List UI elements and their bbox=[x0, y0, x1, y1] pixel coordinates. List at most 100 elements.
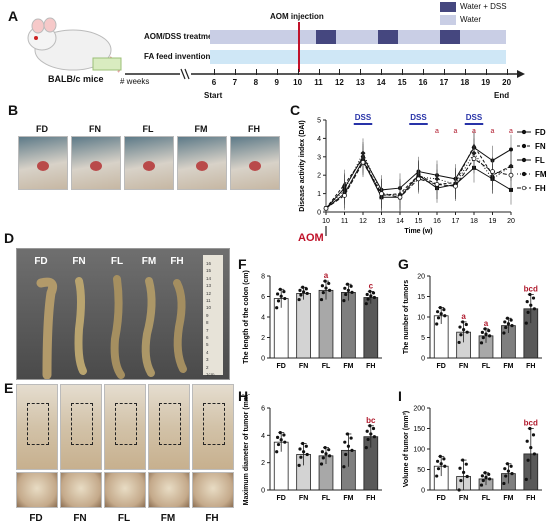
data-dot bbox=[458, 466, 462, 470]
colon-open-photo bbox=[192, 384, 234, 470]
y-tick-label: 2 bbox=[317, 173, 321, 180]
data-dot bbox=[443, 464, 447, 468]
data-dot bbox=[327, 448, 331, 452]
data-dot bbox=[505, 462, 510, 466]
mouse-group-label: FN bbox=[89, 124, 101, 134]
week-tick bbox=[443, 69, 445, 75]
legend-water-dss-label: Water + DSS bbox=[460, 2, 507, 11]
week-tick bbox=[276, 69, 278, 75]
tumor-closeup-photo bbox=[148, 472, 190, 508]
data-point bbox=[490, 169, 495, 174]
y-tick-label: 50 bbox=[417, 467, 425, 474]
data-dot bbox=[279, 438, 283, 442]
feed-bar bbox=[210, 50, 506, 64]
data-dot bbox=[321, 456, 325, 460]
ruler-mark-label: 3 bbox=[206, 357, 209, 363]
tumor-group-label: FM bbox=[160, 513, 176, 524]
ruler-mark-label: 16 bbox=[206, 261, 212, 266]
aom-injection-line bbox=[298, 22, 300, 72]
tumor-region-box bbox=[159, 403, 181, 445]
data-dot bbox=[483, 471, 487, 475]
data-dot bbox=[503, 320, 507, 324]
y-tick-label: 3 bbox=[317, 154, 321, 161]
data-dot bbox=[365, 429, 369, 433]
colon-group-label: FL bbox=[110, 256, 124, 267]
data-dot bbox=[321, 291, 325, 295]
ruler-mark-label: 8 bbox=[206, 320, 209, 326]
data-dot bbox=[438, 454, 442, 458]
data-dot bbox=[488, 477, 492, 481]
legend-marker bbox=[521, 171, 527, 177]
data-dot bbox=[481, 336, 485, 340]
colon-photo bbox=[16, 248, 230, 380]
dss-block-3 bbox=[440, 30, 460, 44]
panel-letter-i: I bbox=[398, 388, 402, 404]
data-dot bbox=[372, 295, 376, 300]
start-label: Start bbox=[204, 91, 223, 100]
data-dot bbox=[526, 310, 530, 314]
colon-open-photo bbox=[16, 384, 58, 470]
week-tick-label: 14 bbox=[376, 78, 386, 87]
bar bbox=[363, 297, 379, 359]
legend-label: FD bbox=[535, 128, 546, 137]
data-dot bbox=[344, 292, 348, 297]
ruler-mark-label: 7 bbox=[206, 327, 209, 333]
data-dot bbox=[349, 284, 353, 288]
week-tick bbox=[506, 69, 508, 75]
mouse-photo bbox=[230, 136, 280, 190]
data-dot bbox=[464, 322, 468, 327]
data-dot bbox=[350, 448, 354, 452]
tumor-closeup-photo bbox=[192, 472, 234, 508]
data-dot bbox=[457, 488, 461, 492]
week-tick-label: 20 bbox=[502, 78, 512, 87]
y-tick-label: 20 bbox=[417, 274, 425, 281]
tumor-number-bar-chart: 0 5 10 15 20 The number of tumors FD FN a FL a FM FH… bbox=[403, 274, 542, 370]
week-tick bbox=[381, 69, 383, 75]
data-dot bbox=[502, 481, 506, 486]
x-tick-label: FM bbox=[343, 495, 353, 502]
y-axis-label: The length of the colon (cm) bbox=[243, 270, 250, 364]
data-dot bbox=[458, 325, 462, 329]
x-tick-label: 15 bbox=[415, 218, 423, 225]
y-tick-label: 2 bbox=[261, 460, 265, 467]
x-tick-label: FN bbox=[299, 363, 308, 370]
anal-region bbox=[37, 161, 49, 171]
legend-water-dss-swatch bbox=[440, 2, 456, 12]
y-axis-label: Disease activity index (DAI) bbox=[299, 120, 306, 211]
bar bbox=[296, 293, 311, 359]
data-dot bbox=[436, 459, 440, 463]
week-tick bbox=[464, 69, 466, 75]
data-dot bbox=[344, 452, 348, 457]
data-dot bbox=[364, 302, 368, 306]
data-dot bbox=[278, 431, 282, 435]
data-dot bbox=[297, 463, 301, 467]
panel-letter-g: G bbox=[398, 256, 409, 272]
significance-annotation: c bbox=[369, 281, 374, 290]
ruler-mark-label: 9 bbox=[206, 312, 209, 318]
data-dot bbox=[438, 305, 442, 310]
data-dot bbox=[301, 285, 305, 289]
y-tick-label: 4 bbox=[261, 315, 265, 322]
data-dot bbox=[282, 433, 286, 437]
x-tick-label: FD bbox=[277, 363, 286, 370]
data-dot bbox=[319, 462, 324, 466]
x-tick-label: FM bbox=[343, 363, 353, 370]
y-tick-label: 0 bbox=[421, 356, 425, 363]
y-tick-label: 5 bbox=[317, 118, 321, 125]
dss-block-1 bbox=[316, 30, 336, 44]
data-dot bbox=[461, 320, 465, 324]
week-tick bbox=[255, 69, 257, 75]
data-dot bbox=[368, 289, 372, 293]
data-dot bbox=[372, 435, 376, 439]
week-tick-label: 10 bbox=[293, 78, 303, 87]
colon-open-photo bbox=[104, 384, 146, 470]
tumor-group-label: FL bbox=[117, 513, 131, 524]
x-tick-label: 14 bbox=[396, 218, 404, 225]
dss-period-label: DSS bbox=[466, 113, 483, 122]
data-dot bbox=[436, 310, 440, 314]
anal-region bbox=[249, 161, 261, 171]
y-tick-label: 1 bbox=[317, 191, 321, 198]
ruler-mark-label: 4 bbox=[206, 349, 209, 355]
week-tick bbox=[234, 69, 236, 75]
